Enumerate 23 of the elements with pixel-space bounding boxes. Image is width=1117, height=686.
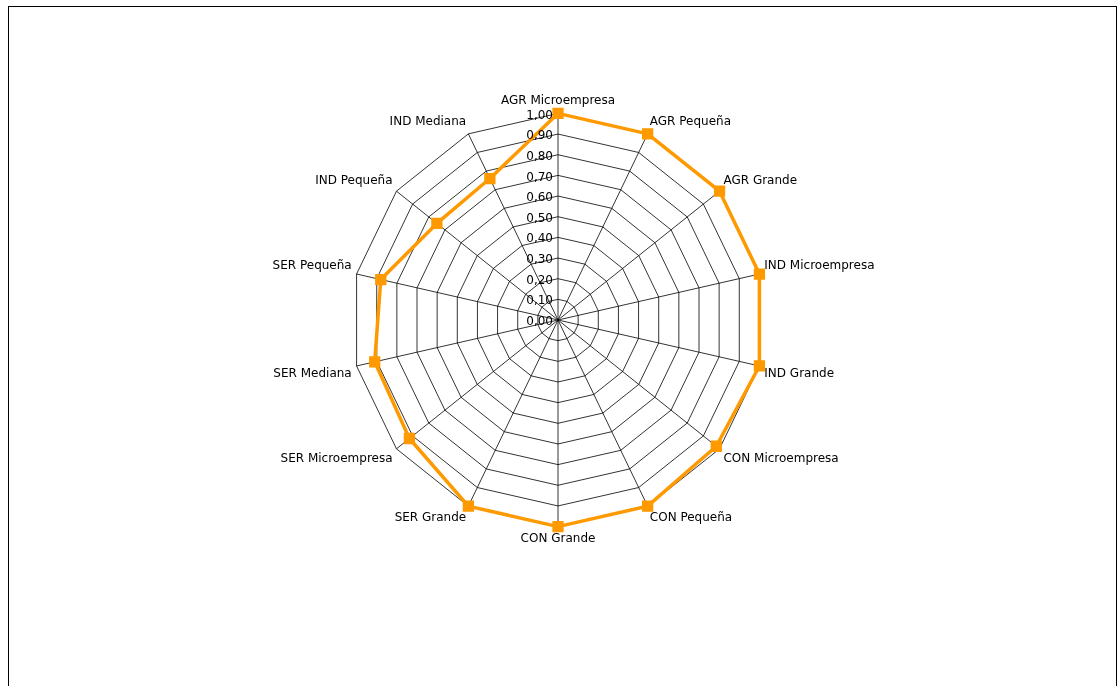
spoke-label: AGR Pequeña — [649, 114, 732, 129]
y-tick-label: 0,30 — [526, 252, 553, 267]
spoke-label: IND Microempresa — [764, 257, 875, 272]
y-tick-label: 0,40 — [526, 231, 553, 246]
y-tick-label: 0,20 — [526, 272, 553, 287]
spoke-label: SER Pequeña — [272, 257, 352, 272]
y-tick-label: 1,00 — [526, 107, 553, 122]
y-tick-label: 0,80 — [526, 148, 553, 163]
spoke-label: CON Grande — [520, 530, 596, 545]
spoke-label: SER Grande — [394, 509, 467, 524]
y-tick-label: 0,50 — [526, 210, 553, 225]
spoke-label: CON Microempresa — [723, 451, 839, 466]
y-tick-label: 0,60 — [526, 190, 553, 205]
spoke-label: AGR Microempresa — [500, 93, 616, 108]
y-tick-label: 0,00 — [526, 314, 553, 329]
spoke-label: IND Grande — [764, 366, 835, 381]
y-tick-label: 0,70 — [526, 169, 553, 184]
spoke-label: IND Mediana — [389, 114, 467, 129]
spoke-label: SER Mediana — [273, 366, 352, 381]
spoke-label: AGR Grande — [723, 172, 798, 187]
spoke-label: SER Microempresa — [280, 451, 393, 466]
spoke-label: IND Pequeña — [315, 172, 393, 187]
spoke-label: CON Pequeña — [649, 509, 733, 524]
